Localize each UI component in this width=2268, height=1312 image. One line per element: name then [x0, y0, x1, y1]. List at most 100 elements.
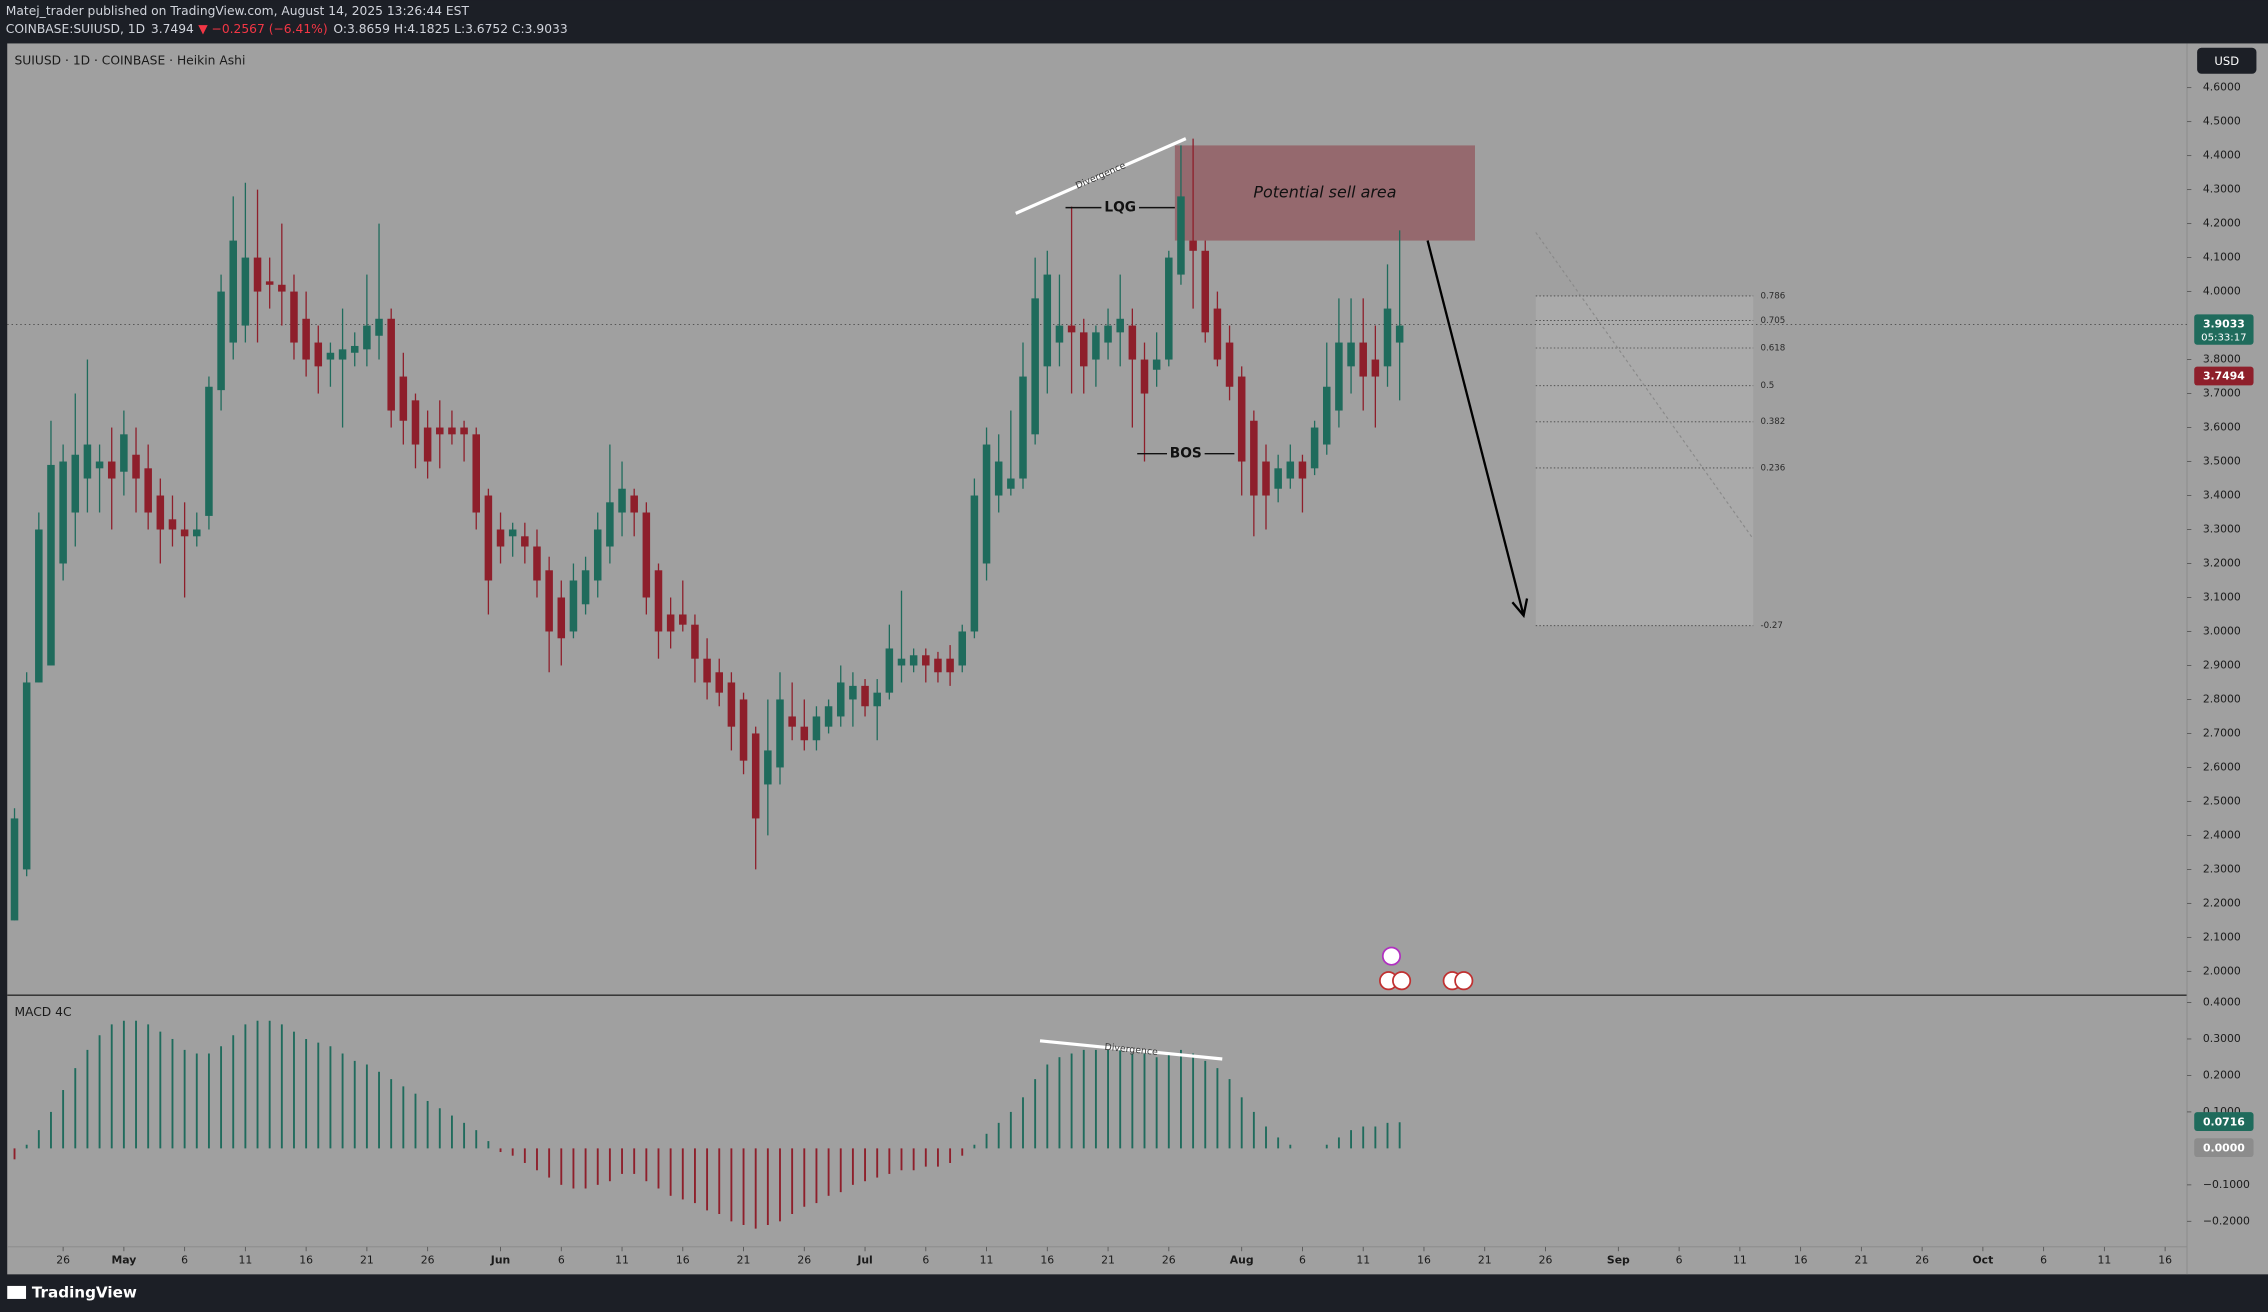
candle-body: [751, 733, 760, 819]
arrow-line: [1426, 240, 1525, 616]
x-tick-label: 21: [1101, 1254, 1115, 1267]
candle-body: [739, 699, 748, 761]
candle-body: [290, 291, 298, 343]
event-icon: [1454, 971, 1474, 991]
candle-body: [679, 614, 687, 625]
macd-y-tick-label: 0.2000: [2203, 1068, 2241, 1081]
candle-body: [1262, 461, 1270, 496]
fib-label: 0.705: [1760, 316, 1785, 326]
ohlc: O:3.8659 H:4.1825 L:3.6752 C:3.9033: [333, 21, 567, 35]
candle-body: [1140, 359, 1149, 394]
candle-body: [302, 318, 310, 360]
x-tick-label: Jul: [856, 1254, 872, 1267]
fib-trend-line: [1535, 232, 1754, 540]
candle-body: [654, 570, 663, 632]
candle-body: [1383, 308, 1392, 367]
macd-zero-box: [2194, 1138, 2254, 1158]
candle-body: [1371, 359, 1380, 377]
currency[interactable]: USD: [2214, 54, 2239, 68]
x-tick-label: 11: [1356, 1254, 1370, 1267]
sell-area-label: Potential sell area: [1253, 182, 1396, 201]
x-tick-label: 11: [2097, 1254, 2111, 1267]
candle-body: [1189, 240, 1197, 251]
event-icon: [1381, 946, 1402, 966]
x-tick-label: 26: [1539, 1254, 1553, 1267]
candle-body: [812, 716, 821, 741]
x-tick-label: Jun: [490, 1254, 510, 1267]
footer-logo: TradingView: [7, 1284, 137, 1302]
divergence-label: Divergence: [1104, 1042, 1159, 1058]
bos-label-bg: [1167, 445, 1205, 463]
candle-body: [265, 281, 274, 285]
y-tick-label: 2.8000: [2203, 692, 2241, 705]
macd-y-tick-label: 0.4000: [2203, 995, 2241, 1008]
x-tick-label: 21: [360, 1254, 374, 1267]
x-tick-label: 6: [181, 1254, 188, 1267]
last-price: 3.9033: [2203, 317, 2245, 330]
fib-zone: [1535, 295, 1754, 626]
candle-body: [205, 386, 213, 516]
candle-body: [1092, 332, 1100, 360]
x-tick-label: 26: [797, 1254, 811, 1267]
candle-body: [849, 685, 857, 700]
candle-body: [630, 495, 638, 513]
candle-body: [788, 716, 796, 727]
candle-body: [1237, 376, 1246, 462]
candle-body: [1104, 325, 1112, 343]
candle-body: [533, 546, 541, 581]
candle-body: [557, 597, 566, 639]
bos-label: BOS: [1170, 446, 1202, 462]
candle-body: [22, 682, 31, 870]
currency-button[interactable]: [2197, 47, 2257, 74]
event-icons: [1379, 946, 1474, 991]
candle-body: [71, 454, 80, 513]
candle-body: [217, 291, 225, 391]
candle-body: [703, 658, 711, 683]
candle-body: [1079, 332, 1088, 367]
x-tick-label: 16: [676, 1254, 690, 1267]
fib-label: 0.382: [1760, 417, 1785, 427]
candle-body: [1019, 376, 1027, 479]
candle-body: [338, 349, 347, 360]
x-tick-label: Sep: [1607, 1254, 1630, 1267]
last-price-box: [2194, 314, 2254, 345]
symbol-line: COINBASE:SUIUSD, 1D 3.7494 ▼ −0.2567 (−6.4…: [6, 21, 568, 35]
candle-body: [375, 318, 383, 336]
candle-body: [606, 502, 614, 547]
candle-body: [1152, 359, 1161, 370]
candle-body: [1395, 325, 1404, 343]
candle-body: [241, 257, 250, 326]
countdown: 05:33:17: [2201, 332, 2246, 343]
candle-body: [496, 529, 505, 547]
x-tick-label: 26: [421, 1254, 435, 1267]
y-tick-label: 4.2000: [2203, 217, 2241, 230]
candle-body: [800, 726, 809, 741]
candle-body: [35, 529, 43, 683]
candle-body: [107, 461, 116, 479]
change: ▼ −0.2567 (−6.41%): [198, 21, 327, 35]
candle-body: [618, 488, 626, 513]
arrow-head: [1511, 598, 1529, 619]
candle-body: [727, 682, 736, 727]
candle-body: [1031, 298, 1039, 435]
candle-body: [521, 536, 529, 547]
candle-body: [1335, 342, 1343, 411]
x-tick-label: 6: [2040, 1254, 2047, 1267]
candle-body: [1322, 386, 1331, 445]
x-tick-label: 21: [1854, 1254, 1868, 1267]
symbol: COINBASE:SUIUSD, 1D: [6, 21, 145, 35]
x-tick-label: 26: [56, 1254, 70, 1267]
y-tick-label: 3.2000: [2203, 557, 2241, 570]
macd-y-tick-label: 0.3000: [2203, 1032, 2241, 1045]
fib-label: 0.786: [1760, 291, 1785, 301]
x-tick-label: 21: [737, 1254, 751, 1267]
x-tick-label: 16: [1794, 1254, 1808, 1267]
candle-body: [897, 658, 906, 666]
fib-label: 0.236: [1760, 463, 1785, 473]
candle-body: [958, 631, 967, 666]
candle-body: [982, 444, 991, 564]
logo-mark: [7, 1285, 27, 1299]
x-tick-label: 16: [1040, 1254, 1054, 1267]
candle-body: [1286, 461, 1295, 479]
candle-body: [1116, 318, 1124, 333]
